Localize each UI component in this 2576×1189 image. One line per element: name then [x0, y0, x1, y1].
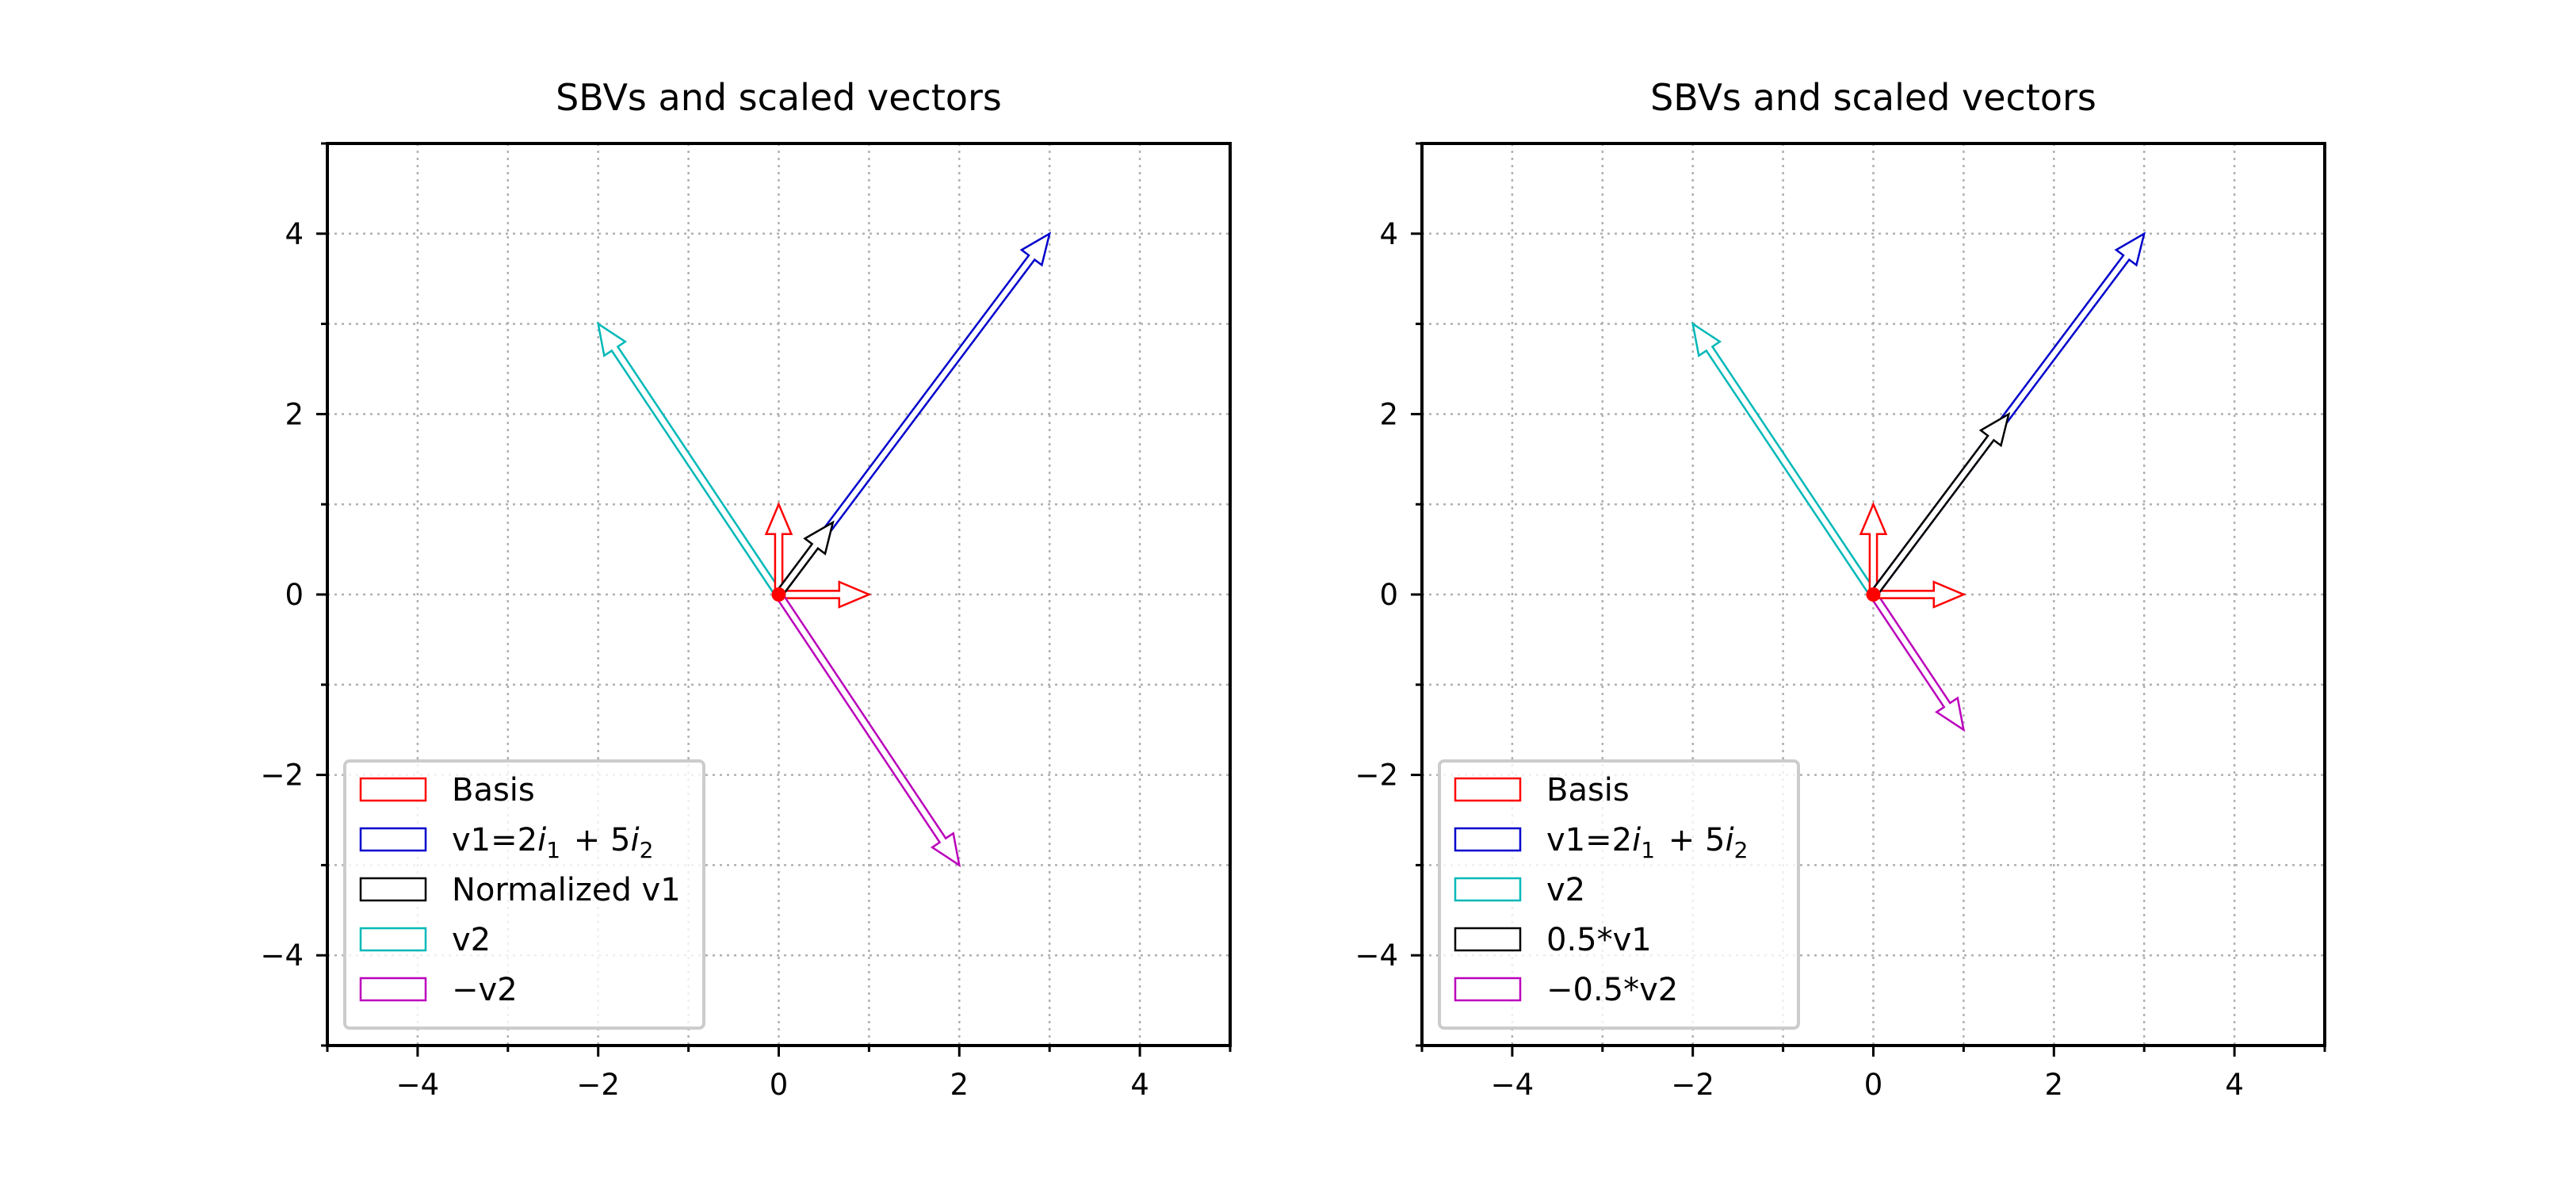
legend-label-basis: Basis: [452, 772, 535, 809]
x-tick-label: 2: [950, 1068, 969, 1102]
x-tick-label: 0: [770, 1068, 789, 1102]
chart-panel-1: SBVs and scaled vectors −4 −2 0 2 4 −4 −2 0 2 4 Bas…: [260, 76, 1232, 1102]
chart-title: SBVs and scaled vectors: [1650, 76, 2096, 119]
y-tick-label: 2: [1379, 397, 1398, 431]
origin-point: [1866, 587, 1881, 602]
chart-title: SBVs and scaled vectors: [556, 76, 1002, 119]
legend: Basis v1=2i1 + 5i2 Normalized v1 v2 −v2: [343, 759, 705, 1030]
chart-panel-2: SBVs and scaled vectors −4 −2 0 2 4 −4 −2 0 2 4 Bas…: [1355, 76, 2326, 1102]
legend-label-0-5-v1: 0.5*v1: [1546, 922, 1652, 958]
legend-swatch-v2: [359, 927, 427, 952]
x-tick-label: −4: [396, 1068, 440, 1102]
vector-arrow-0-5-v1: [1869, 411, 2011, 598]
legend-label-v2: v2: [452, 922, 491, 958]
y-tick-label: −4: [260, 939, 304, 973]
vector-arrow-basis: [1872, 580, 1966, 609]
legend-swatch-v1-2i1-5i2: [1454, 827, 1522, 852]
legend-frame: [343, 759, 705, 1030]
x-tick-label: −2: [1671, 1068, 1714, 1102]
legend-swatch-v1-2i1-5i2: [359, 827, 427, 852]
y-tick-label: −4: [1355, 939, 1398, 973]
legend-swatch-neg-v2: [359, 977, 427, 1002]
legend-swatch-normalized-v1: [359, 877, 427, 902]
x-tick-label: 2: [2045, 1068, 2064, 1102]
legend-label-v2: v2: [1546, 872, 1585, 908]
legend-swatch-neg-0-5-v2: [1454, 977, 1522, 1002]
vector-arrow-neg-0-5-v2: [1868, 591, 1966, 732]
y-tick-label: 0: [1379, 578, 1398, 612]
x-tick-label: 0: [1864, 1068, 1883, 1102]
legend-label-neg-v2: −v2: [452, 972, 518, 1008]
vector-arrow-basis: [1859, 501, 1888, 596]
x-tick-label: 4: [1130, 1068, 1149, 1102]
ticks: −4 −2 0 2 4 −4 −2 0 2 4: [260, 142, 1232, 1102]
y-tick-label: −2: [260, 759, 304, 793]
y-tick-label: 4: [1379, 217, 1398, 251]
vector-arrow-basis: [764, 501, 793, 596]
ticks: −4 −2 0 2 4 −4 −2 0 2 4: [1355, 142, 2326, 1102]
y-tick-label: −2: [1355, 759, 1398, 793]
legend-swatch-basis: [1454, 777, 1522, 802]
y-tick-label: 2: [285, 397, 304, 431]
vectors: [596, 231, 1052, 868]
legend-swatch-basis: [359, 777, 427, 802]
x-tick-label: −2: [576, 1068, 620, 1102]
x-tick-label: −4: [1491, 1068, 1535, 1102]
vector-arrow-basis: [778, 580, 872, 609]
origin-point: [771, 587, 786, 602]
y-tick-label: 0: [285, 578, 304, 612]
vector-arrow-neg-v2: [774, 591, 961, 868]
legend-swatch-v2: [1454, 877, 1522, 902]
vector-arrow-v2: [596, 321, 784, 598]
legend-label-v1-2i1-5i2: v1=2i1 + 5i2: [452, 822, 656, 863]
x-tick-label: 4: [2225, 1068, 2244, 1102]
legend-label-neg-0-5-v2: −0.5*v2: [1546, 972, 1678, 1008]
legend-label-basis: Basis: [1546, 772, 1630, 809]
legend-label-normalized-v1: Normalized v1: [452, 872, 681, 908]
vector-arrow-v2: [1691, 321, 1878, 598]
vector-arrow-normalized-v1: [774, 520, 835, 598]
vectors: [1691, 231, 2146, 732]
legend-swatch-0-5-v1: [1454, 927, 1522, 952]
legend-frame: [1438, 759, 1800, 1030]
y-tick-label: 4: [285, 217, 304, 251]
